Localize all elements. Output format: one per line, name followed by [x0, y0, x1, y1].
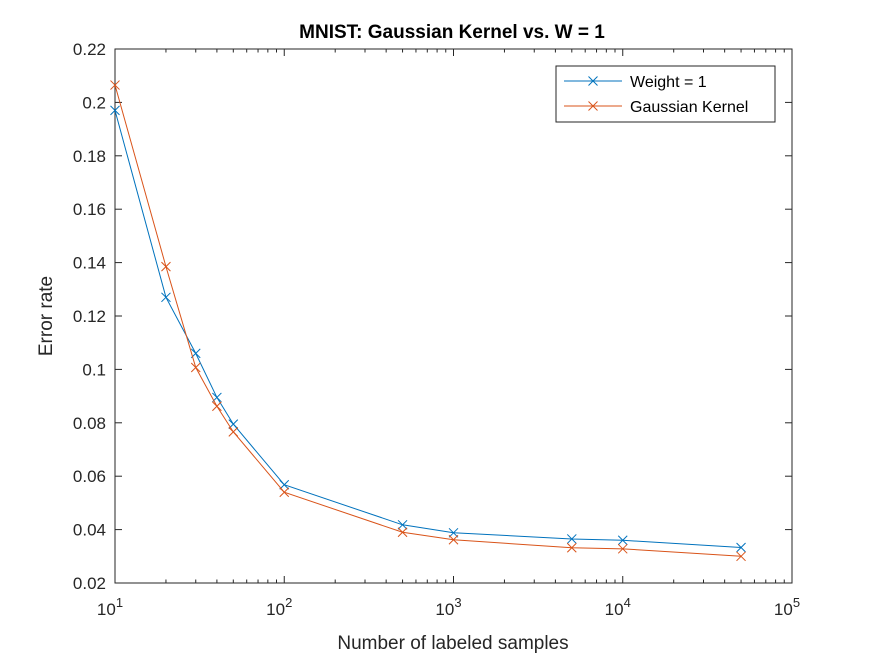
series-2-point: [736, 551, 746, 562]
series-2-point: [190, 362, 201, 373]
y-tick-label: 0.16: [73, 200, 106, 219]
series-2-point: [279, 487, 290, 498]
series-2-point: [448, 534, 459, 545]
y-axis: 0.02 0.04 0.06 0.08 0.1 0.12 0.14 0.16 0.18 0.2 0.…: [73, 40, 792, 593]
x-tick-label: 104: [605, 595, 631, 619]
legend-marker-2: [588, 101, 598, 111]
x-tick-label: 101: [97, 595, 123, 619]
series-2-point: [617, 543, 628, 554]
series-2-point: [212, 401, 222, 412]
series-1-point: [448, 527, 459, 538]
series-layer: [110, 80, 746, 562]
x-axis: 101 102 103 104 105: [97, 49, 800, 619]
chart-title: MNIST: Gaussian Kernel vs. W = 1: [299, 22, 605, 43]
series-2-point: [397, 527, 408, 538]
x-tick-label: 105: [774, 595, 800, 619]
series-2-point: [228, 427, 239, 437]
y-tick-label: 0.14: [73, 254, 106, 273]
legend-label-1: Weight = 1: [630, 74, 707, 91]
series-2-point: [161, 261, 171, 272]
plot-area: [114, 48, 793, 584]
series-2-point: [110, 80, 120, 90]
legend-marker-1: [588, 76, 598, 86]
x-axis-label: Number of labeled samples: [337, 633, 568, 654]
series-1-point: [397, 519, 408, 530]
legend-label-2: Gaussian Kernel: [630, 99, 748, 116]
y-axis-label: Error rate: [36, 276, 57, 356]
y-tick-label: 0.08: [73, 414, 106, 433]
x-tick-label: 102: [266, 595, 292, 619]
y-tick-label: 0.2: [82, 93, 106, 112]
series-1-point: [110, 105, 120, 116]
y-tick-label: 0.02: [73, 574, 106, 593]
y-tick-label: 0.18: [73, 147, 106, 166]
y-tick-label: 0.06: [73, 467, 106, 486]
legend-box: [555, 65, 776, 123]
series-1-point: [566, 534, 577, 544]
series-1-point: [279, 479, 290, 490]
y-tick-label: 0.1: [82, 360, 106, 379]
x-tick-label: 103: [435, 595, 461, 619]
series-1-point: [161, 292, 171, 303]
series-1-point: [617, 535, 628, 546]
series-2-point: [566, 542, 577, 553]
legend: Weight = 1 Gaussian Kernel: [555, 65, 776, 123]
y-tick-label: 0.04: [73, 521, 106, 540]
y-tick-label: 0.22: [73, 40, 106, 59]
series-1-point: [736, 542, 746, 553]
y-tick-label: 0.12: [73, 307, 106, 326]
